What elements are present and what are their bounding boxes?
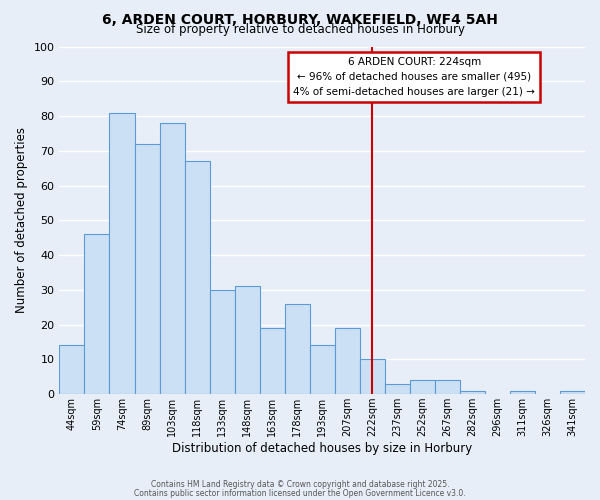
Bar bbox=[185, 161, 209, 394]
X-axis label: Distribution of detached houses by size in Horbury: Distribution of detached houses by size … bbox=[172, 442, 472, 455]
Bar bbox=[460, 390, 485, 394]
Bar bbox=[260, 328, 284, 394]
Bar bbox=[560, 390, 585, 394]
Text: 6, ARDEN COURT, HORBURY, WAKEFIELD, WF4 5AH: 6, ARDEN COURT, HORBURY, WAKEFIELD, WF4 … bbox=[102, 12, 498, 26]
Bar bbox=[59, 346, 85, 394]
Bar bbox=[134, 144, 160, 394]
Bar bbox=[335, 328, 360, 394]
Bar bbox=[160, 123, 185, 394]
Bar bbox=[385, 384, 410, 394]
Text: Size of property relative to detached houses in Horbury: Size of property relative to detached ho… bbox=[136, 22, 464, 36]
Bar bbox=[284, 304, 310, 394]
Bar bbox=[310, 346, 335, 394]
Text: 6 ARDEN COURT: 224sqm
← 96% of detached houses are smaller (495)
4% of semi-deta: 6 ARDEN COURT: 224sqm ← 96% of detached … bbox=[293, 57, 535, 96]
Bar bbox=[235, 286, 260, 394]
Y-axis label: Number of detached properties: Number of detached properties bbox=[15, 128, 28, 314]
Bar bbox=[410, 380, 435, 394]
Bar bbox=[360, 360, 385, 394]
Bar bbox=[109, 112, 134, 394]
Text: Contains HM Land Registry data © Crown copyright and database right 2025.: Contains HM Land Registry data © Crown c… bbox=[151, 480, 449, 489]
Bar bbox=[510, 390, 535, 394]
Text: Contains public sector information licensed under the Open Government Licence v3: Contains public sector information licen… bbox=[134, 489, 466, 498]
Bar bbox=[435, 380, 460, 394]
Bar bbox=[209, 290, 235, 394]
Bar bbox=[85, 234, 109, 394]
